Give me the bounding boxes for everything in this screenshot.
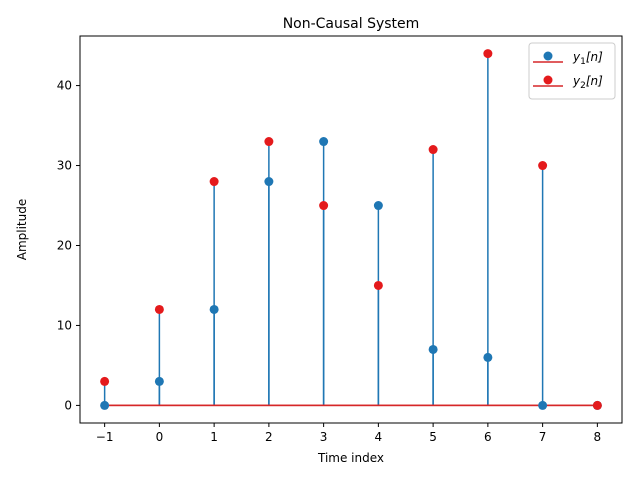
data-point — [538, 400, 548, 410]
data-point — [154, 304, 164, 314]
y-tick-label: 10 — [57, 318, 72, 332]
data-point — [209, 304, 219, 314]
data-point — [483, 352, 493, 362]
data-point — [154, 376, 164, 386]
x-tick-label: 5 — [429, 430, 437, 444]
data-point — [264, 137, 274, 147]
data-point — [483, 49, 493, 59]
data-point — [373, 201, 383, 211]
y-tick-label: 20 — [57, 238, 72, 252]
x-tick-label: 7 — [539, 430, 547, 444]
y-tick-label: 30 — [57, 159, 72, 173]
data-point — [100, 376, 110, 386]
data-point — [428, 344, 438, 354]
x-axis-ticks: −1 0 1 2 3 4 5 6 7 8 — [96, 423, 601, 444]
data-point — [373, 280, 383, 290]
x-tick-label: 1 — [210, 430, 218, 444]
x-tick-label: 4 — [375, 430, 383, 444]
x-axis-label: Time index — [317, 451, 384, 465]
x-tick-label: 3 — [320, 430, 328, 444]
data-point — [100, 400, 110, 410]
y-axis-ticks: 0 10 20 30 40 — [57, 79, 80, 412]
data-point — [538, 161, 548, 171]
legend-marker — [543, 75, 553, 85]
data-point — [319, 137, 329, 147]
x-tick-label: 8 — [594, 430, 602, 444]
x-tick-label: −1 — [96, 430, 114, 444]
legend-marker — [543, 51, 553, 61]
legend: y1[n] y2[n] — [528, 42, 616, 100]
data-point — [264, 177, 274, 187]
legend-label: y2[n] — [572, 74, 603, 91]
markers — [100, 49, 602, 410]
plot-frame — [79, 35, 623, 424]
x-tick-label: 2 — [265, 430, 273, 444]
data-point — [319, 201, 329, 211]
y-axis-label: Amplitude — [15, 199, 29, 261]
y-tick-label: 0 — [64, 398, 72, 412]
data-point — [428, 145, 438, 155]
stem-lines — [103, 53, 544, 406]
chart-title: Non-Causal System — [283, 16, 420, 32]
y-tick-label: 40 — [57, 79, 72, 93]
data-point — [592, 400, 602, 410]
x-tick-label: 6 — [484, 430, 492, 444]
legend-label: y1[n] — [572, 50, 603, 67]
data-point — [209, 177, 219, 187]
x-tick-label: 0 — [156, 430, 164, 444]
